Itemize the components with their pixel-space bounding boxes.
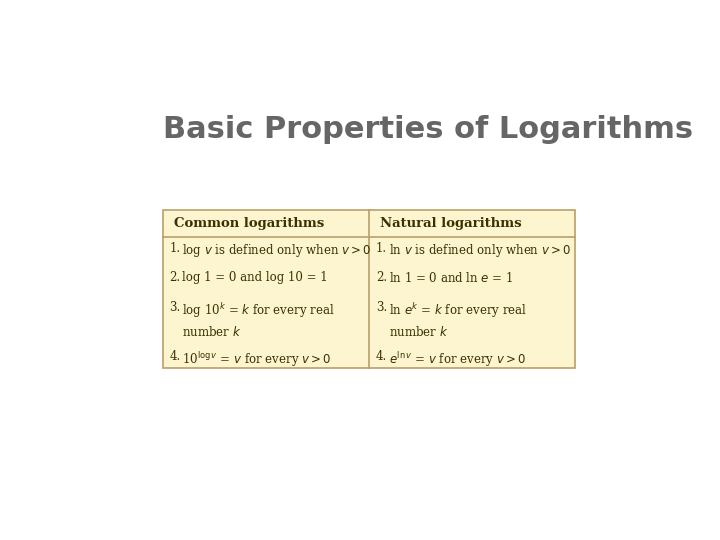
Text: 1.: 1. bbox=[169, 241, 181, 254]
Text: log $v$ is defined only when $v > 0$: log $v$ is defined only when $v > 0$ bbox=[182, 241, 372, 259]
Text: ln $e^k$ = $k$ for every real
number $k$: ln $e^k$ = $k$ for every real number $k$ bbox=[389, 301, 526, 340]
Text: Basic Properties of Logarithms: Basic Properties of Logarithms bbox=[163, 114, 693, 144]
Text: ln 1 = 0 and ln $e$ = 1: ln 1 = 0 and ln $e$ = 1 bbox=[389, 271, 513, 285]
Text: 3.: 3. bbox=[376, 301, 387, 314]
Text: 10$^{\log v}$ = $v$ for every $v > 0$: 10$^{\log v}$ = $v$ for every $v > 0$ bbox=[182, 350, 331, 369]
Text: log 1 = 0 and log 10 = 1: log 1 = 0 and log 10 = 1 bbox=[182, 271, 328, 284]
Text: ln $v$ is defined only when $v > 0$: ln $v$ is defined only when $v > 0$ bbox=[389, 241, 571, 259]
Text: log 10$^k$ = $k$ for every real
number $k$: log 10$^k$ = $k$ for every real number $… bbox=[182, 301, 335, 340]
Text: 2.: 2. bbox=[169, 271, 181, 284]
Text: 1.: 1. bbox=[376, 241, 387, 254]
Text: 4.: 4. bbox=[376, 350, 387, 363]
Text: Common logarithms: Common logarithms bbox=[174, 217, 324, 231]
Text: 4.: 4. bbox=[169, 350, 181, 363]
FancyBboxPatch shape bbox=[84, 60, 654, 485]
Text: $e^{\ln v}$ = $v$ for every $v > 0$: $e^{\ln v}$ = $v$ for every $v > 0$ bbox=[389, 350, 526, 369]
Text: 3.: 3. bbox=[169, 301, 181, 314]
Text: Natural logarithms: Natural logarithms bbox=[380, 217, 522, 231]
Text: 2.: 2. bbox=[376, 271, 387, 284]
FancyBboxPatch shape bbox=[163, 210, 575, 368]
